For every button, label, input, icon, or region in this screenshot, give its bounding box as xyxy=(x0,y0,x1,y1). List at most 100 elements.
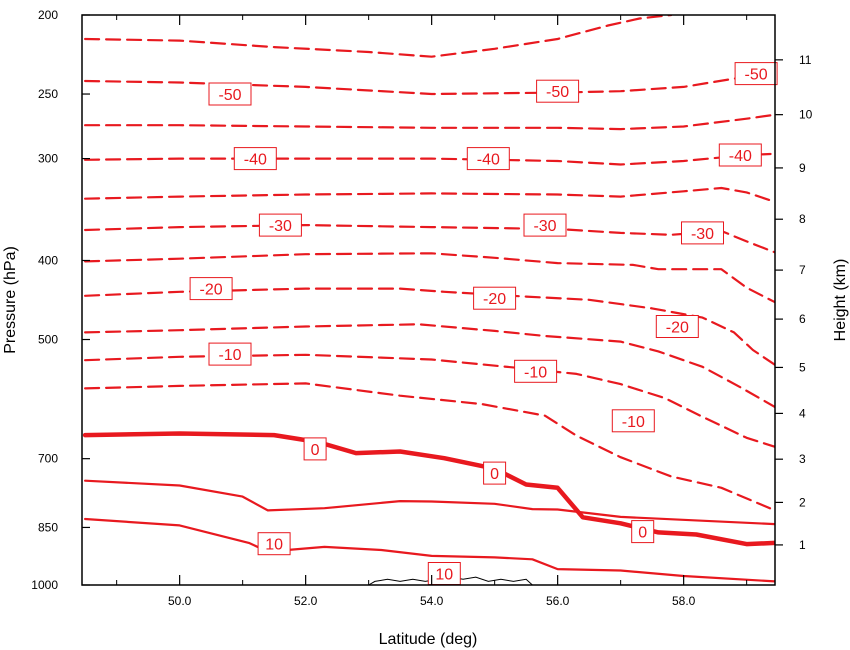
contour-label-text: 10 xyxy=(265,537,283,554)
y-axis-pressure: 200 250 300 400 500 700 850 1000 xyxy=(31,8,90,592)
y2-tick-label: 10 xyxy=(799,108,813,122)
contour-label-box xyxy=(483,461,507,485)
contour-line-m50 xyxy=(84,69,775,96)
contour-layer xyxy=(82,15,775,583)
contour-label-text: 0 xyxy=(490,466,499,483)
contour-label: -20 xyxy=(473,286,517,310)
contour-label-box xyxy=(257,532,291,556)
contour-label: -40 xyxy=(233,147,277,171)
contour-line-m20 xyxy=(84,287,775,366)
contour-line-m25 xyxy=(84,252,775,304)
contour-label: -50 xyxy=(734,62,778,86)
x-tick-label: 52.0 xyxy=(294,594,318,608)
x-tick-label: 54.0 xyxy=(420,594,444,608)
contour-label-text: -40 xyxy=(729,148,752,165)
contour-label-text: 0 xyxy=(638,525,647,542)
contour-label: -20 xyxy=(189,277,233,301)
x-tick-label: 58.0 xyxy=(672,594,696,608)
contour-label: -30 xyxy=(523,213,567,237)
x-axis: 50.0 52.0 54.0 56.0 58.0 xyxy=(116,15,748,608)
y2-tick-label: 6 xyxy=(799,312,806,326)
contour-line-m30 xyxy=(84,224,775,254)
contour-label-box xyxy=(303,437,327,461)
contour-label-box xyxy=(233,147,277,171)
y-tick-label: 1000 xyxy=(31,578,58,592)
contour-label: 10 xyxy=(427,562,461,585)
contour-line-m45 xyxy=(84,113,775,131)
y2-axis-title: Height (km) xyxy=(832,259,849,342)
contour-label-text: -10 xyxy=(218,347,241,364)
contour-label: -10 xyxy=(611,409,655,433)
contour-label-box xyxy=(655,315,699,338)
contour-label-box xyxy=(514,359,558,383)
contour-label-box xyxy=(718,143,762,167)
contour-label: -10 xyxy=(514,359,558,383)
contour-label-box xyxy=(681,221,724,245)
y-axis-height: 1 2 3 4 5 6 7 8 9 10 11 xyxy=(775,53,813,552)
y2-tick-label: 11 xyxy=(799,53,812,67)
contour-label-box xyxy=(473,286,517,310)
contour-line-m60 xyxy=(669,15,673,17)
contour-label-box xyxy=(258,213,302,237)
y-tick-label: 400 xyxy=(38,253,58,267)
contour-line-m5 xyxy=(84,382,775,512)
y2-tick-label: 4 xyxy=(799,406,806,420)
contour-label-text: -10 xyxy=(622,414,645,431)
y2-tick-label: 8 xyxy=(799,212,806,226)
y2-tick-label: 1 xyxy=(799,538,806,552)
contour-label-box xyxy=(466,147,510,171)
contour-label-box xyxy=(189,277,233,301)
contour-line-5 xyxy=(84,479,775,526)
contour-label-text: -50 xyxy=(218,87,241,104)
y-axis-title: Pressure (hPa) xyxy=(2,246,19,354)
contour-label: 0 xyxy=(483,461,507,485)
y2-tick-label: 7 xyxy=(799,263,806,277)
contour-label-layer: -50 -50 -50 -40 -40 -40 -30 -30 -30 -20 -20 -20 -10 -… xyxy=(189,62,778,585)
contour-label: -30 xyxy=(258,213,302,237)
contour-label-box xyxy=(208,342,252,366)
contour-label-text: -30 xyxy=(691,226,714,243)
y-tick-label: 300 xyxy=(38,152,58,166)
contour-label-text: -50 xyxy=(546,84,569,101)
contour-label: -50 xyxy=(536,79,580,103)
y-tick-label: 500 xyxy=(38,333,58,347)
y2-tick-label: 5 xyxy=(799,360,806,374)
contour-line-m35 xyxy=(84,186,775,203)
contour-label-text: 0 xyxy=(311,442,320,459)
contour-label-box xyxy=(536,79,580,103)
contour-label-text: -30 xyxy=(533,218,556,235)
contour-line-m15 xyxy=(84,323,775,409)
contour-label-text: -50 xyxy=(745,67,768,84)
x-tick-label: 50.0 xyxy=(168,594,192,608)
y2-tick-label: 3 xyxy=(799,452,806,466)
contour-label-text: -30 xyxy=(269,218,292,235)
contour-label: 10 xyxy=(257,532,291,556)
contour-label-box xyxy=(631,520,655,544)
contour-label: -20 xyxy=(655,315,699,338)
contour-line-10 xyxy=(84,517,775,583)
x-tick-label: 56.0 xyxy=(546,594,570,608)
contour-line-m10 xyxy=(84,353,775,448)
plot-frame xyxy=(81,14,776,586)
y-tick-label: 850 xyxy=(38,520,58,534)
contour-label-box xyxy=(523,213,567,237)
y-tick-label: 250 xyxy=(38,87,58,101)
y-tick-label: 200 xyxy=(38,8,58,22)
contour-label: 0 xyxy=(303,437,327,461)
contour-label-text: -20 xyxy=(200,282,223,299)
contour-label: -10 xyxy=(208,342,252,366)
contour-line-m40 xyxy=(84,152,775,166)
y-tick-label: 700 xyxy=(38,452,58,466)
contour-label-box xyxy=(734,62,778,86)
contour-label: -40 xyxy=(466,147,510,171)
x-axis-title: Latitude (deg) xyxy=(379,631,478,648)
contour-label-text: -40 xyxy=(477,152,500,169)
contour-label-text: -20 xyxy=(483,291,506,308)
contour-label-text: -20 xyxy=(666,320,689,337)
contour-line-0 xyxy=(82,431,775,547)
contour-label-box xyxy=(208,82,252,106)
contour-label-text: 10 xyxy=(435,567,453,584)
contour-label-text: -40 xyxy=(244,152,267,169)
contour-label-text: -10 xyxy=(524,364,547,381)
